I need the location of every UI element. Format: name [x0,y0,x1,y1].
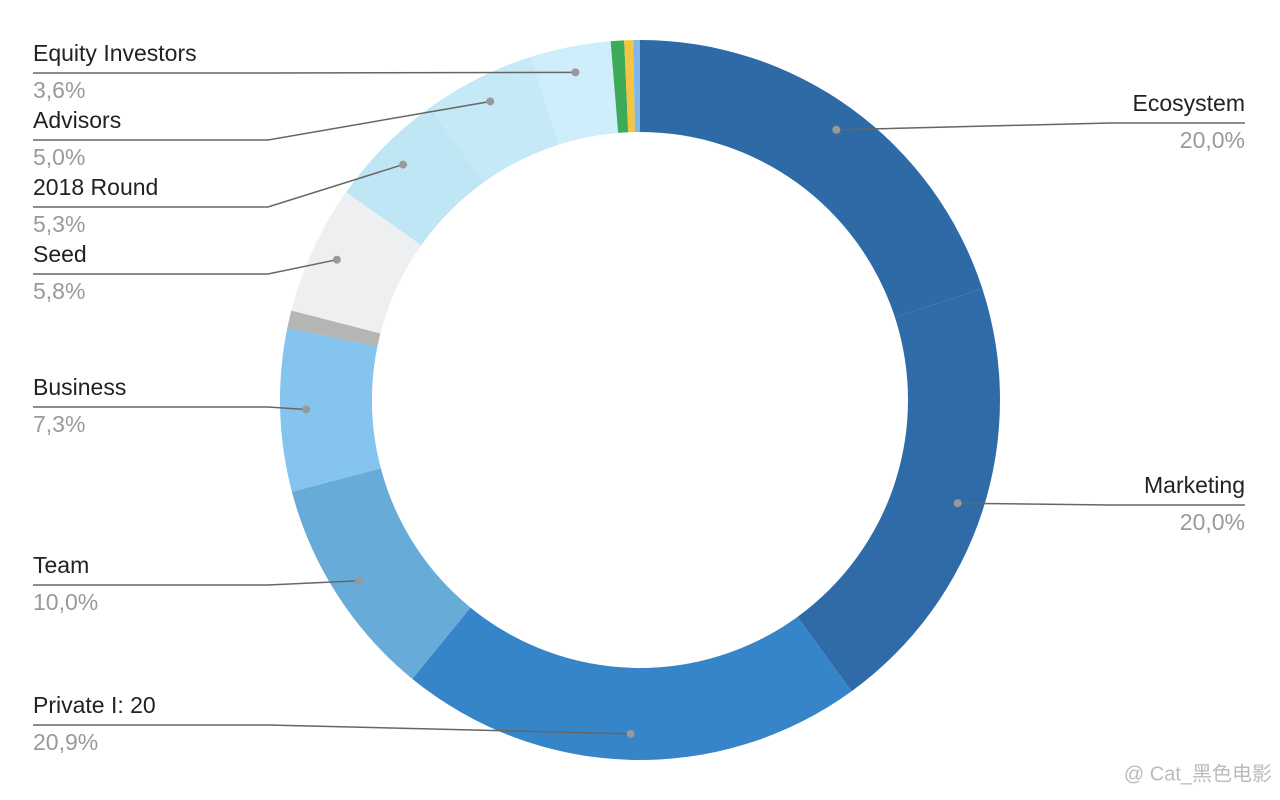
leader-dot [302,405,311,414]
leader-dot [486,97,495,106]
slice [430,56,559,183]
slice [287,310,381,347]
slice-value-label: 20,0% [1180,127,1245,153]
leader-dot [953,499,962,508]
slice-label: Marketing [1144,472,1245,498]
leader-line [33,724,631,735]
leader-line [33,406,307,411]
leader-line [33,100,491,141]
slice-value-label: 5,3% [33,211,85,237]
leader-dot [399,160,408,169]
leader-line [33,258,338,275]
leader-dot [626,729,635,738]
slice-value-label: 3,6% [33,77,85,103]
slice [633,40,640,133]
slice-label: Advisors [33,107,121,133]
leader-line [836,122,1245,131]
slice [530,41,619,145]
slice [610,40,629,133]
leader-dot [355,576,364,585]
slice-label: 2018 Round [33,174,158,200]
slice [346,107,484,246]
slice-value-label: 5,8% [33,278,85,304]
slice-label: Private I: 20 [33,692,156,718]
slice [797,288,1000,692]
slice-value-label: 10,0% [33,589,98,615]
slice [291,192,422,334]
slice [640,40,983,318]
watermark: @ Cat_黑色电影 [1124,762,1272,785]
leader-dot [832,125,841,134]
leader-dot [571,68,580,77]
slice-label: Ecosystem [1133,90,1245,116]
slice-value-label: 20,9% [33,729,98,755]
leader-line [33,579,360,586]
leader-line [957,502,1245,506]
leader-dot [332,255,341,264]
slice [280,328,381,492]
slice-label: Equity Investors [33,40,197,66]
slice-label: Team [33,552,89,578]
leader-line [33,163,404,208]
slice-label: Seed [33,241,87,267]
leader-line [33,71,576,74]
slice-value-label: 20,0% [1180,509,1245,535]
slice [624,40,635,133]
slice [412,607,852,760]
slice [291,468,471,679]
slice-value-label: 5,0% [33,144,85,170]
slice-value-label: 7,3% [33,411,85,437]
slice-label: Business [33,374,126,400]
